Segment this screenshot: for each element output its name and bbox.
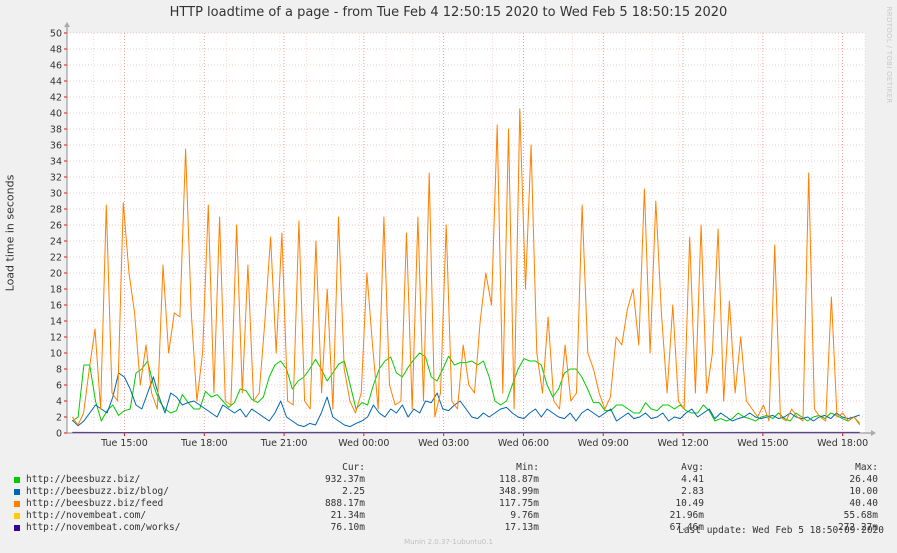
- y-tick-label: 30: [50, 189, 62, 200]
- legend-min: 118.87m: [498, 474, 539, 485]
- y-tick-label: 26: [50, 221, 62, 232]
- y-tick-label: 6: [56, 381, 62, 392]
- legend-avg: 2.83: [681, 486, 704, 497]
- y-tick-label: 20: [50, 269, 62, 280]
- plot-area: 0246810121416182022242628303234363840424…: [50, 22, 876, 449]
- legend-cur: 932.37m: [324, 474, 365, 485]
- legend-series-name: http://beesbuzz.biz/feed: [26, 498, 164, 509]
- y-tick-label: 4: [56, 397, 62, 408]
- munin-footer: Munin 2.0.37-1ubuntu0.1: [404, 538, 493, 546]
- x-axis-arrow-icon: [871, 430, 876, 436]
- legend-swatch: [14, 501, 20, 507]
- series-line-2: [71, 372, 860, 428]
- legend-avg: 10.49: [675, 498, 704, 509]
- legend-row: http://novembeat.com/ 21.34m 9.76m 21.96…: [0, 510, 897, 522]
- y-tick-label: 24: [50, 237, 62, 248]
- legend-swatch: [14, 525, 20, 531]
- legend-row: http://beesbuzz.biz/blog/ 2.25 348.99m 2…: [0, 486, 897, 498]
- x-tick-label: Wed 03:00: [418, 438, 469, 449]
- x-tick-label: Wed 06:00: [498, 438, 549, 449]
- y-tick-label: 48: [50, 45, 62, 56]
- legend-min: 348.99m: [498, 486, 539, 497]
- y-tick-label: 44: [50, 77, 62, 88]
- legend-max: 26.40: [849, 474, 878, 485]
- legend-series-name: http://beesbuzz.biz/: [26, 474, 141, 485]
- legend-avg: 4.41: [681, 474, 704, 485]
- y-tick-label: 38: [50, 125, 62, 136]
- y-tick-label: 2: [56, 413, 62, 424]
- legend-row: http://novembeat.com/works/ 76.10m 17.13…: [0, 522, 897, 534]
- y-tick-label: 18: [50, 285, 62, 296]
- legend-min: 17.13m: [504, 522, 539, 533]
- y-tick-label: 36: [50, 141, 62, 152]
- legend-header-max: Max:: [855, 462, 878, 473]
- legend-swatch: [14, 477, 20, 483]
- y-tick-label: 34: [50, 157, 62, 168]
- y-tick-label: 28: [50, 205, 62, 216]
- x-tick-label: Tue 18:00: [180, 438, 228, 449]
- x-tick-label: Tue 15:00: [100, 438, 148, 449]
- y-tick-label: 42: [50, 93, 62, 104]
- legend-row: http://beesbuzz.biz/feed 888.17m 117.75m…: [0, 498, 897, 510]
- x-tick-label: Wed 15:00: [737, 438, 788, 449]
- legend-cur: 888.17m: [324, 498, 365, 509]
- last-update: Last update: Wed Feb 5 18:50:09 2020: [678, 525, 884, 536]
- y-tick-label: 14: [50, 317, 62, 328]
- legend-cur: 2.25: [342, 486, 365, 497]
- x-tick-label: Wed 12:00: [658, 438, 709, 449]
- legend-max: 10.00: [849, 486, 878, 497]
- legend-series-name: http://novembeat.com/works/: [26, 522, 181, 533]
- legend-header-avg: Avg:: [681, 462, 704, 473]
- legend-avg: 21.96m: [669, 510, 704, 521]
- y-tick-label: 0: [56, 429, 62, 440]
- y-axis-arrow-icon: [64, 22, 70, 27]
- x-tick-label: Wed 00:00: [338, 438, 389, 449]
- legend-max: 55.68m: [843, 510, 878, 521]
- series-line-3: [71, 108, 861, 426]
- y-tick-label: 50: [50, 29, 62, 40]
- legend-series-name: http://novembeat.com/: [26, 510, 147, 521]
- legend-max: 40.40: [849, 498, 878, 509]
- legend-cur: 21.34m: [330, 510, 365, 521]
- legend-swatch: [14, 489, 20, 495]
- x-tick-label: Wed 18:00: [817, 438, 868, 449]
- legend-min: 9.76m: [510, 510, 539, 521]
- chart-title: HTTP loadtime of a page - from Tue Feb 4…: [169, 5, 728, 20]
- x-tick-label: Wed 09:00: [578, 438, 629, 449]
- legend-swatch: [14, 513, 20, 519]
- legend-header: Cur: Min: Avg: Max:: [0, 462, 897, 474]
- legend-header-cur: Cur:: [342, 462, 365, 473]
- legend-avg: 67.46m: [669, 522, 704, 533]
- legend-max: 272.27m: [837, 522, 878, 533]
- y-tick-label: 22: [50, 253, 62, 264]
- legend: Cur: Min: Avg: Max: http://beesbuzz.biz/…: [0, 462, 897, 534]
- y-tick-label: 40: [50, 109, 62, 120]
- y-tick-label: 46: [50, 61, 62, 72]
- legend-cur: 76.10m: [330, 522, 365, 533]
- y-tick-label: 32: [50, 173, 62, 184]
- legend-row: http://beesbuzz.biz/ 932.37m 118.87m 4.4…: [0, 474, 897, 486]
- legend-series-name: http://beesbuzz.biz/blog/: [26, 486, 169, 497]
- y-tick-label: 12: [50, 333, 62, 344]
- legend-min: 117.75m: [498, 498, 539, 509]
- x-tick-label: Tue 21:00: [260, 438, 308, 449]
- y-tick-label: 8: [56, 365, 62, 376]
- y-tick-label: 10: [50, 349, 62, 360]
- legend-header-min: Min:: [516, 462, 539, 473]
- y-tick-label: 16: [50, 301, 62, 312]
